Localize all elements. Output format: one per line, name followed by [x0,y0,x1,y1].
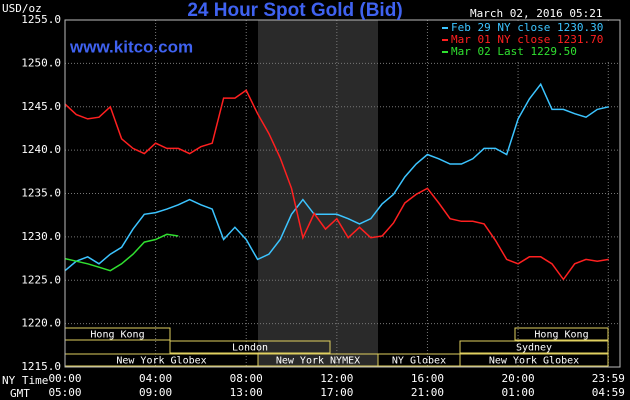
sessions: Hong Kong London New York Globex New York N… [64,327,609,367]
y-tick-label: 1255.0 [21,13,61,26]
session-label: London [232,343,268,354]
x-tick-label: 23:59 [592,372,625,385]
session-label: Hong Kong [90,330,144,341]
lines [64,82,609,281]
series-line [64,89,609,281]
gmt-label: GMT [10,387,30,400]
session-label: NY Globex [392,356,446,367]
gmt-tick-label: 04:59 [592,386,625,399]
y-tick-label: 1220.0 [21,317,61,330]
gmt-tick-label: 05:00 [48,386,81,399]
y-tick-label: 1250.0 [21,56,61,69]
x-tick-label: 00:00 [48,372,81,385]
session-label: Hong Kong [534,330,588,341]
ny-time-label: NY Time [2,374,48,387]
x-tick-label: 04:00 [139,372,172,385]
x-tick-label: 08:00 [230,372,263,385]
timestamp: March 02, 2016 05:21 [470,7,602,20]
session-label: New York Globex [116,356,206,367]
y-tick-label: 1225.0 [21,273,61,286]
gmt-tick-label: 17:00 [320,386,353,399]
session-label: Sydney [516,343,552,354]
x-tick-label: 16:00 [411,372,444,385]
gmt-tick-label: 01:00 [501,386,534,399]
legend-label: Mar 01 NY close 1231.70 [451,33,603,46]
chart-title: 24 Hour Spot Gold (Bid) [187,0,402,21]
session-box [459,353,609,367]
session-box [459,340,609,354]
session-box [169,340,331,354]
session-label: New York NYMEX [276,356,360,367]
legend-label: Feb 29 NY close 1230.30 [451,21,603,34]
legend-box [438,22,618,62]
session-box [514,327,609,341]
y-unit: USD/oz [2,2,42,15]
x-tick-label: 20:00 [501,372,534,385]
y-tick-label: 1235.0 [21,187,61,200]
series-line [64,82,609,272]
website: www.kitco.com [69,37,193,56]
y-tick-label: 1230.0 [21,230,61,243]
gmt-tick-label: 21:00 [411,386,444,399]
y-tick-label: 1245.0 [21,100,61,113]
legend-label: Mar 02 Last 1229.50 [451,45,577,58]
series-line [64,233,179,272]
gmt-tick-label: 13:00 [230,386,263,399]
gmt-tick-label: 09:00 [139,386,172,399]
y-tick-label: 1215.0 [21,360,61,373]
plot-frame [64,19,621,368]
x-tick-label: 12:00 [320,372,353,385]
session-label: New York Globex [489,356,579,367]
y-tick-label: 1240.0 [21,143,61,156]
